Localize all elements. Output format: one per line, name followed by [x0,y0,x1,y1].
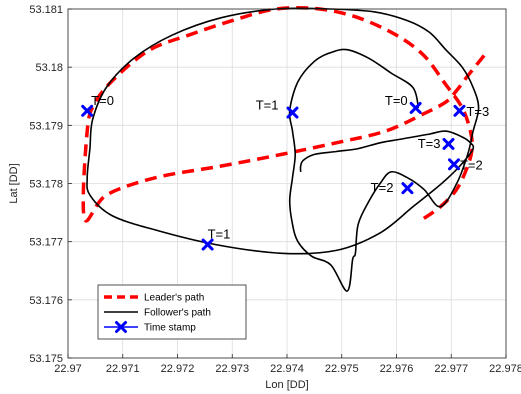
y-tick-label: 53.18 [35,62,63,74]
x-tick-label: 22.97 [54,363,82,375]
time-label: T=0 [91,93,114,108]
tick-labels: 22.97 22.971 22.972 22.973 22.974 22.975 22.97… [29,4,521,375]
legend-label-follower: Follower's path [144,308,211,319]
y-axis-label: Lat [DD] [8,163,20,203]
time-label: T=3 [418,136,441,151]
legend-label-leader: Leader's path [144,293,204,304]
time-stamp-marker [447,158,460,171]
x-tick-label: 22.974 [270,363,304,375]
follower-path-line [86,7,480,292]
time-stamp-marker [409,101,422,114]
series-layer [81,5,486,292]
x-tick-label: 22.978 [489,363,521,375]
y-tick-label: 53.177 [29,237,63,249]
x-tick-label: 22.975 [325,363,359,375]
legend-x-marker [115,321,127,333]
time-label: T=0 [385,93,408,108]
x-axis-label: Lon [DD] [265,379,308,391]
time-label: T=1 [256,98,279,113]
legend-label-timestamp: Time stamp [144,323,196,334]
time-label: T=2 [371,180,394,195]
y-tick-label: 53.175 [29,353,63,365]
time-label: T=1 [208,227,231,242]
leader-path-line [81,5,486,223]
time-stamp-marker [401,182,414,195]
annotations: T=0 T=1 T=1 T=0 T=2 T=3 T=3 T=2 [91,93,489,242]
x-tick-label: 22.971 [106,363,140,375]
time-stamp-markers [81,101,466,251]
x-tick-label: 22.972 [161,363,195,375]
time-label: T=3 [466,104,489,119]
time-stamp-marker [453,104,466,117]
time-stamp-marker [286,106,299,119]
x-tick-label: 22.976 [380,363,414,375]
x-tick-label: 22.973 [215,363,249,375]
y-tick-label: 53.179 [29,120,63,132]
x-tick-label: 22.977 [434,363,468,375]
y-tick-label: 53.178 [29,179,63,191]
time-stamp-marker [201,238,214,251]
y-tick-label: 53.181 [29,4,63,16]
y-tick-label: 53.176 [29,295,63,307]
legend: Leader's path Follower's path Time stamp [97,284,247,340]
legend-timestamp-marker [115,321,127,333]
time-label: T=2 [460,157,483,172]
time-stamp-marker [442,137,455,150]
time-stamp-marker [81,104,94,117]
